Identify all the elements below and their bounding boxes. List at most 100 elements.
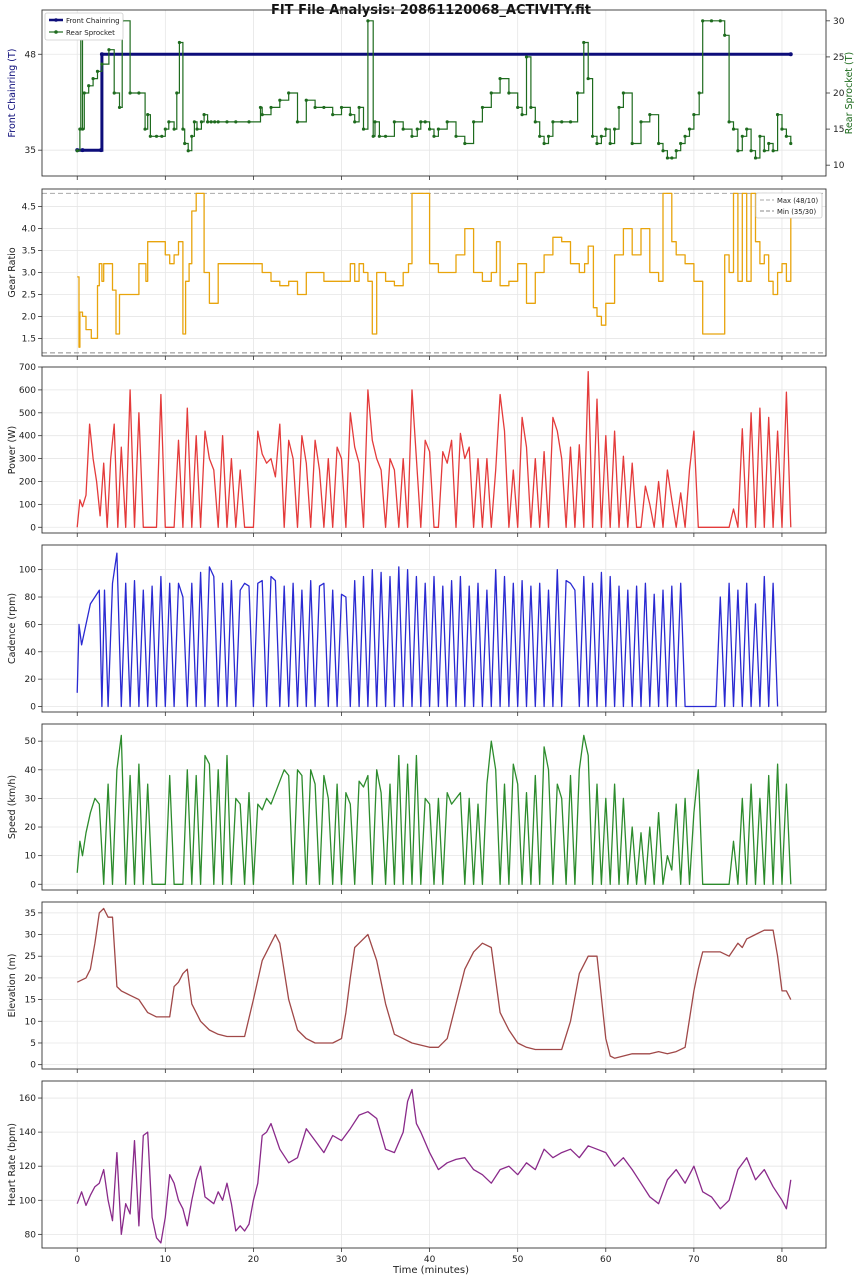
rear-sprocket-point <box>753 156 758 160</box>
y-tick-label: 0 <box>30 1061 36 1071</box>
rear-sprocket-point <box>313 105 317 110</box>
rear-sprocket-point <box>533 120 537 124</box>
y-tick-label: 30 <box>25 794 37 804</box>
gear-ratio-line <box>77 192 792 348</box>
plot-frame <box>41 901 827 1070</box>
rear-sprocket-point <box>423 120 427 124</box>
x-tick-label: 20 <box>248 1255 260 1265</box>
y-tick-label: 2.5 <box>22 290 36 300</box>
rear-sprocket-point <box>206 120 210 124</box>
x-tick-label: 40 <box>424 1255 436 1265</box>
rear-sprocket-point <box>608 141 612 146</box>
rear-sprocket-point <box>498 76 502 81</box>
rear-sprocket-point <box>731 127 736 131</box>
y-tick-label: 35 <box>25 146 36 156</box>
legend-entry: Max (48/10) <box>777 197 818 205</box>
rear-sprocket-point <box>546 134 551 138</box>
front-chainring-point <box>99 52 104 57</box>
rear-sprocket-point <box>427 127 432 131</box>
rear-sprocket-point <box>87 84 91 88</box>
y-tick-label: 60 <box>25 620 37 630</box>
rear-sprocket-point <box>401 127 405 131</box>
rear-sprocket-point <box>723 33 727 37</box>
rear-sprocket-point <box>516 105 520 110</box>
rear-sprocket-point <box>701 19 705 23</box>
rear-sprocket-point <box>692 113 696 117</box>
rear-sprocket-point <box>480 105 485 110</box>
rear-sprocket-point <box>199 120 204 124</box>
rear-sprocket-point <box>454 134 458 138</box>
plot-frame <box>41 188 827 357</box>
rear-sprocket-point <box>639 120 643 124</box>
rear-sprocket-point <box>361 127 366 131</box>
rear-sprocket-point <box>91 76 95 81</box>
rear-sprocket-point <box>148 134 152 138</box>
panel-gears: 35 48 Front Chainring (T) 10 15 20 25 30 Rear Sp… <box>7 9 855 180</box>
rear-sprocket-point <box>80 127 85 131</box>
panel-power: 0 100 200 300 400 500 600 700 Power (W) <box>7 363 827 537</box>
y-tick-label: 5 <box>30 1039 36 1049</box>
y-tick-label: 25 <box>25 952 36 962</box>
y-tick-label: 1.5 <box>22 334 36 344</box>
rear-sprocket-point <box>419 120 423 124</box>
y-tick-label: 4.0 <box>22 225 37 235</box>
y-tick-label: 500 <box>19 409 36 419</box>
rear-sprocket-point <box>95 69 100 73</box>
y-axis-label: Gear Ratio <box>7 247 18 298</box>
y-tick-label: 10 <box>25 1017 37 1027</box>
y-tick-label: 80 <box>25 593 37 603</box>
legend-marker <box>54 18 58 22</box>
y-axis-label: Elevation (m) <box>7 954 18 1018</box>
y-axis-label: Power (W) <box>7 426 18 475</box>
rear-sprocket-point <box>234 120 238 124</box>
rear-sprocket-point <box>117 105 122 110</box>
rear-sprocket-point <box>665 156 670 160</box>
rear-sprocket-point <box>269 105 273 110</box>
y-tick-label: 40 <box>25 766 37 776</box>
panel-gear_ratio: 1.5 2.0 2.5 3.0 3.5 4.0 4.5 Gear Ratio Max (48/1… <box>7 188 827 360</box>
rear-sprocket-point <box>377 134 381 138</box>
rear-sprocket-point <box>167 120 171 124</box>
rear-sprocket-point <box>657 141 661 146</box>
x-tick-label: 30 <box>336 1255 348 1265</box>
rear-sprocket-point <box>542 141 546 146</box>
y-tick-label: 200 <box>19 477 36 487</box>
y-axis-label: Speed (km/h) <box>7 775 18 839</box>
speed-line <box>76 734 792 885</box>
y-tick-label: 15 <box>25 996 36 1006</box>
y-right-tick-label: 10 <box>833 161 845 171</box>
y-tick-label: 50 <box>25 737 37 747</box>
rear-sprocket-point <box>225 120 229 124</box>
legend-entry: Min (35/30) <box>777 208 816 216</box>
rear-sprocket-point <box>758 134 762 138</box>
rear-sprocket-point <box>436 127 441 131</box>
rear-sprocket-point <box>617 105 621 110</box>
front-chainring-point <box>80 148 85 153</box>
rear-sprocket-point <box>674 149 678 153</box>
x-tick-label: 80 <box>776 1255 788 1265</box>
rear-sprocket-point <box>749 149 753 153</box>
rear-sprocket-point <box>128 91 132 95</box>
legend: Front Chainring Rear Sprocket <box>44 12 124 41</box>
rear-sprocket-point <box>767 141 771 146</box>
rear-sprocket-point <box>112 91 116 95</box>
y-tick-label: 100 <box>19 566 36 576</box>
rear-sprocket-point <box>209 120 213 124</box>
rear-sprocket-point <box>82 91 86 95</box>
rear-sprocket-point <box>780 127 784 131</box>
y-tick-label: 40 <box>25 648 37 658</box>
y-right-tick-label: 30 <box>833 17 845 27</box>
rear-sprocket-point <box>683 134 687 138</box>
rear-sprocket-point <box>202 113 206 117</box>
rear-sprocket-point <box>718 19 722 23</box>
rear-sprocket-point <box>621 91 625 95</box>
legend-entry: Front Chainring <box>66 17 120 25</box>
heart-rate-line <box>76 1088 792 1244</box>
rear-sprocket-point <box>630 141 634 146</box>
rear-sprocket-point <box>278 98 282 102</box>
rear-sprocket-point <box>392 120 396 124</box>
panels: 35 48 Front Chainring (T) 10 15 20 25 30 Rear Sp… <box>7 9 855 1265</box>
y-axis-label: Heart Rate (bpm) <box>7 1123 18 1206</box>
y-tick-label: 0 <box>30 880 36 890</box>
